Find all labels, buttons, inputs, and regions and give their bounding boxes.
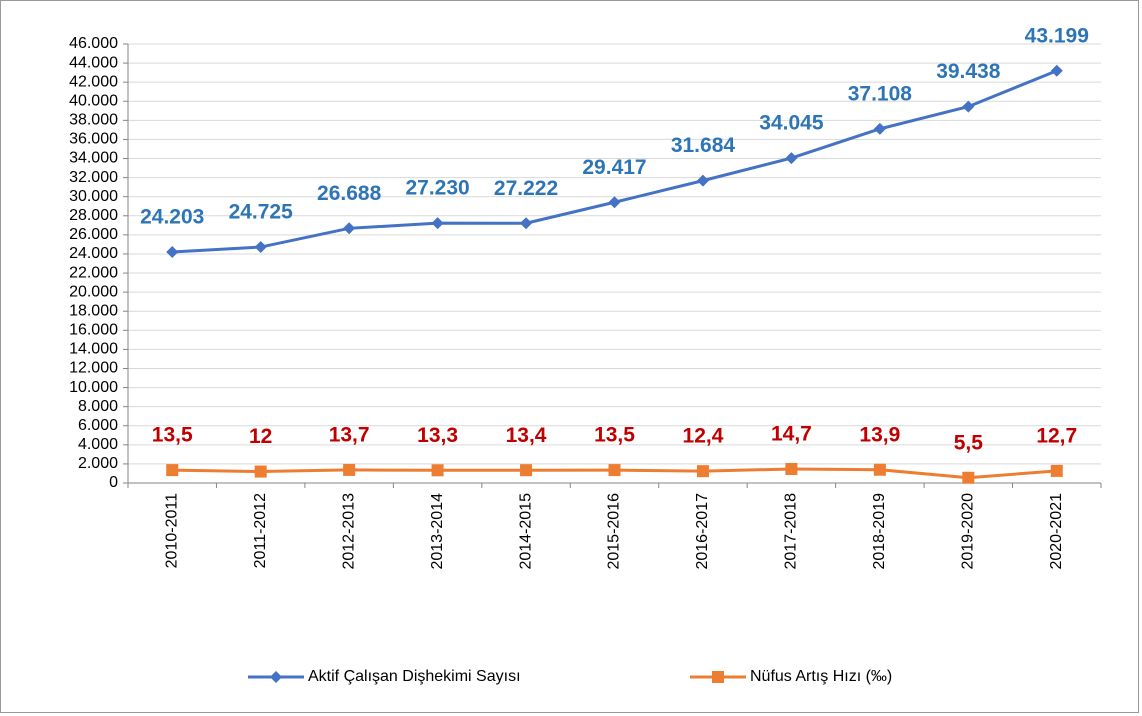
- data-label: 13,7: [329, 423, 370, 446]
- data-label: 12: [249, 425, 272, 448]
- point-marker: [431, 464, 444, 477]
- point-marker: [520, 217, 533, 230]
- point-marker: [696, 465, 709, 478]
- point-marker: [696, 174, 709, 187]
- data-label: 12,7: [1036, 424, 1077, 447]
- x-tick-label: 2013-2014: [429, 493, 446, 570]
- y-tick-label: 8.000: [78, 398, 118, 415]
- data-label: 27.230: [405, 177, 469, 200]
- data-label: 37.108: [848, 82, 913, 105]
- y-tick-label: 2.000: [78, 455, 118, 472]
- y-tick-label: 0: [109, 474, 118, 491]
- x-tick-label: 2018-2019: [871, 493, 888, 570]
- x-tick-label: 2014-2015: [517, 493, 534, 570]
- point-marker: [608, 196, 621, 209]
- y-tick-label: 12.000: [69, 360, 118, 377]
- x-tick-label: 2017-2018: [783, 493, 800, 570]
- legend-marker: [712, 671, 724, 683]
- point-marker: [166, 246, 179, 259]
- data-label: 43.199: [1025, 24, 1089, 47]
- data-label: 13,9: [859, 423, 900, 446]
- point-marker: [1050, 464, 1063, 477]
- y-tick-label: 16.000: [69, 322, 118, 339]
- point-marker: [166, 464, 179, 477]
- data-label: 5,5: [954, 431, 984, 454]
- point-marker: [343, 463, 356, 476]
- y-tick-label: 6.000: [78, 417, 118, 434]
- data-label: 14,7: [771, 423, 812, 446]
- legend-marker: [270, 671, 282, 683]
- point-marker: [254, 465, 267, 478]
- point-marker: [520, 464, 533, 477]
- x-tick-label: 2011-2012: [252, 493, 269, 568]
- y-tick-label: 4.000: [78, 436, 118, 453]
- y-tick-label: 20.000: [69, 283, 118, 300]
- y-tick-label: 24.000: [69, 245, 118, 262]
- legend-label: Nüfus Artış Hızı (‰): [750, 668, 892, 685]
- x-tick-label: 2019-2020: [960, 493, 977, 570]
- data-label: 12,4: [683, 425, 724, 448]
- point-marker: [431, 217, 444, 230]
- x-tick-label: 2020-2021: [1048, 493, 1065, 570]
- data-label: 13,3: [417, 424, 458, 447]
- data-label: 13,5: [594, 424, 635, 447]
- y-tick-label: 42.000: [69, 73, 118, 90]
- data-label: 24.203: [140, 206, 204, 229]
- x-tick-label: 2012-2013: [340, 493, 357, 570]
- point-marker: [608, 464, 621, 477]
- y-tick-label: 38.000: [69, 112, 118, 129]
- data-label: 13,4: [506, 424, 547, 447]
- point-marker: [962, 100, 975, 113]
- x-tick-label: 2010-2011: [163, 493, 180, 568]
- data-label: 27.222: [494, 177, 558, 200]
- y-tick-label: 26.000: [69, 226, 118, 243]
- point-marker: [1050, 64, 1063, 77]
- y-tick-label: 14.000: [69, 341, 118, 358]
- data-label: 26.688: [317, 182, 382, 205]
- point-marker: [254, 241, 267, 254]
- point-marker: [873, 122, 886, 135]
- data-label: 39.438: [936, 60, 1001, 83]
- point-marker: [785, 462, 798, 475]
- y-tick-label: 46.000: [69, 35, 118, 52]
- data-label: 24.725: [229, 201, 294, 224]
- y-tick-label: 32.000: [69, 169, 118, 186]
- data-label: 13,5: [152, 424, 193, 447]
- y-tick-label: 36.000: [69, 131, 118, 148]
- y-tick-label: 28.000: [69, 207, 118, 224]
- x-tick-label: 2015-2016: [606, 493, 623, 570]
- y-tick-label: 34.000: [69, 150, 118, 167]
- y-tick-label: 10.000: [69, 379, 118, 396]
- y-tick-label: 22.000: [69, 264, 118, 281]
- point-marker: [343, 222, 356, 235]
- y-tick-label: 18.000: [69, 302, 118, 319]
- y-tick-label: 44.000: [69, 54, 118, 71]
- point-marker: [873, 463, 886, 476]
- point-marker: [962, 471, 975, 484]
- y-tick-label: 40.000: [69, 92, 118, 109]
- point-marker: [785, 152, 798, 165]
- x-tick-label: 2016-2017: [694, 493, 711, 570]
- y-tick-label: 30.000: [69, 188, 118, 205]
- legend-label: Aktif Çalışan Dişhekimi Sayısı: [308, 668, 521, 685]
- data-label: 29.417: [582, 156, 646, 179]
- data-label: 31.684: [671, 134, 736, 157]
- data-label: 34.045: [759, 112, 824, 135]
